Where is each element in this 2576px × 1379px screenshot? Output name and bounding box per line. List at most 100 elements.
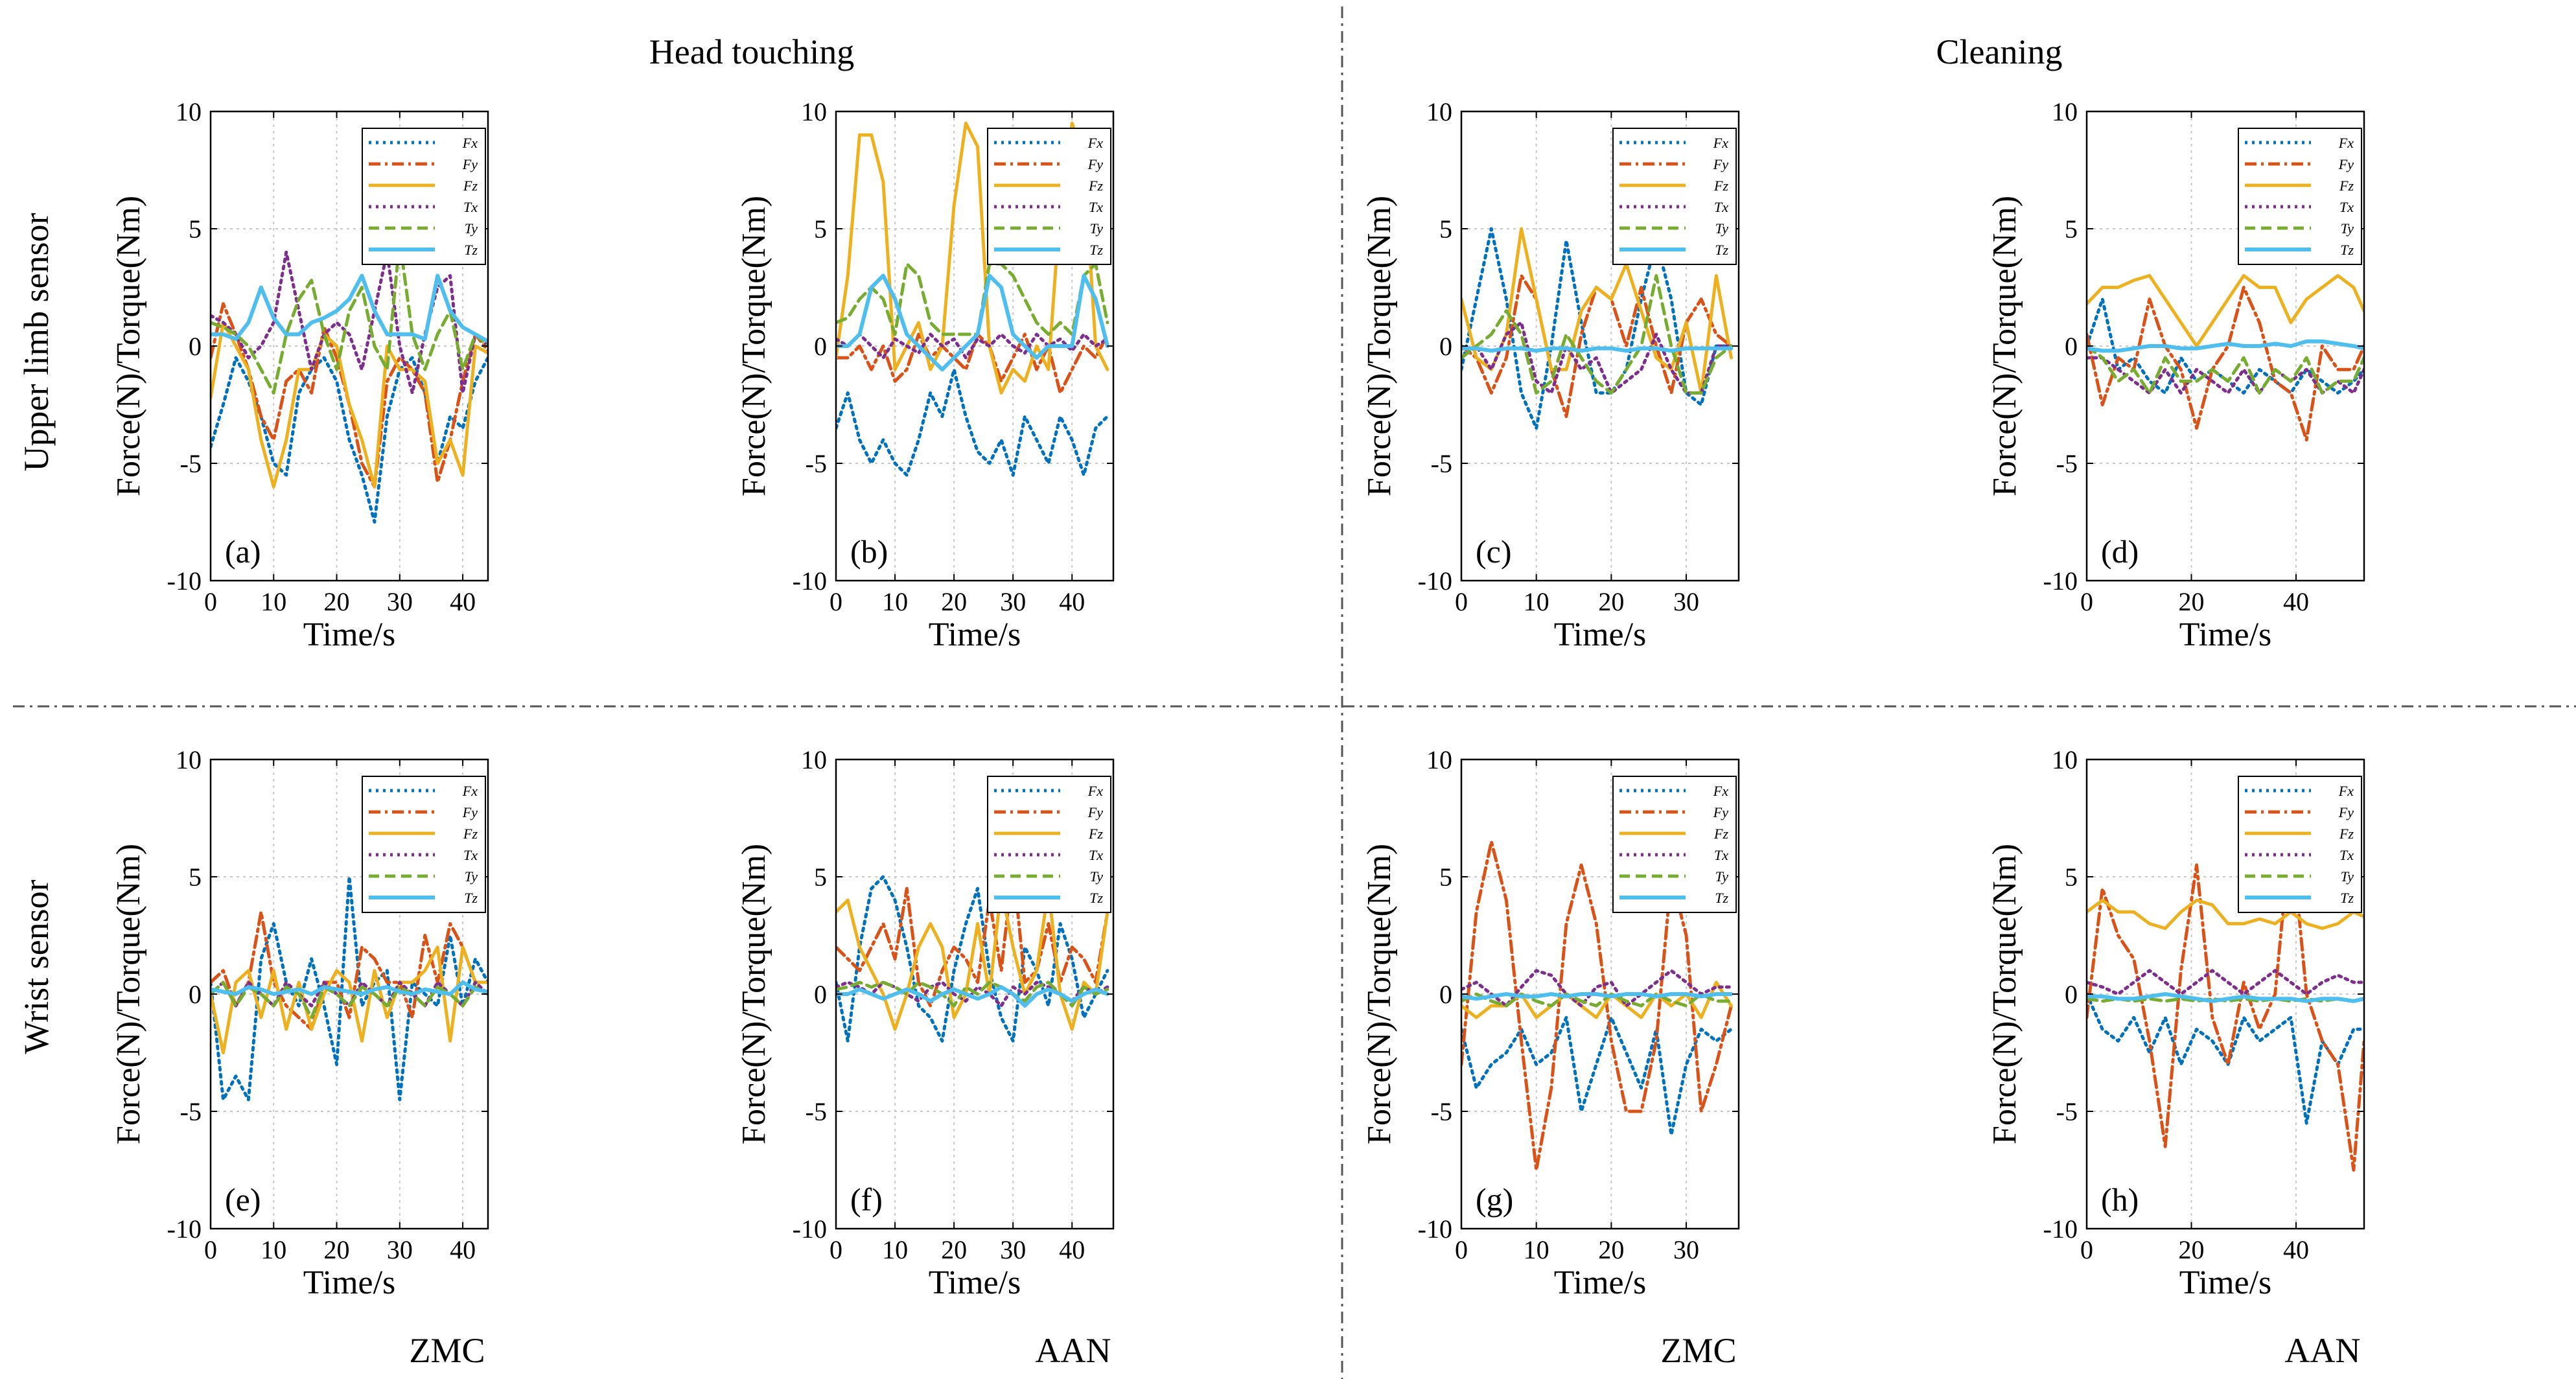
x-tick-label: 0 [830,587,842,616]
series-group [211,875,488,1102]
series-line-ty [2087,997,2364,1003]
x-tick-label: 20 [324,587,350,616]
x-tick-label: 30 [1000,1235,1026,1264]
x-tick-label: 10 [882,1235,908,1264]
legend-label-fz: Fz [1713,826,1728,842]
series-line-tz [1461,346,1734,353]
legend-label-fy: Fy [1713,804,1728,820]
series-line-tz [211,980,488,996]
y-tick-label: 10 [801,97,827,126]
legend-label-ty: Ty [1090,220,1104,237]
x-axis-label: Time/s [929,616,1021,653]
legend-label-tx: Tx [1714,847,1728,863]
x-axis-label: Time/s [929,1264,1021,1301]
legend-label-fx: Fx [1713,783,1728,799]
panel-label: (f) [850,1181,883,1218]
series-line-fy [1461,840,1733,1172]
legend-label-fx: Fx [1087,135,1103,151]
x-axis-label: Time/s [2179,616,2272,653]
legend-label-fz: Fz [1088,178,1103,194]
bottom-label-zmc-2: ZMC [1660,1331,1736,1370]
series-line-ty [211,238,488,395]
y-tick-label: 0 [189,980,202,1009]
y-tick-label: 10 [1426,745,1452,774]
legend-box [2238,776,2362,913]
x-tick-label: 10 [261,1235,286,1264]
row-label-upper-limb: Upper limb sensor [17,213,56,472]
panel-label: (g) [1476,1181,1513,1218]
x-tick-label: 10 [1524,587,1549,616]
x-tick-label: 40 [450,587,476,616]
legend-label-fz: Fz [2339,826,2354,842]
x-tick-label: 30 [1000,587,1026,616]
legend-label-tx: Tx [463,847,478,863]
y-tick-label: 5 [2065,863,2078,892]
series-line-ty [2087,344,2364,395]
series-line-fy [836,332,1109,395]
x-axis-label: Time/s [1554,1264,1647,1301]
y-tick-label: 10 [801,745,827,774]
bottom-label-zmc-1: ZMC [409,1331,485,1370]
legend-label-tx: Tx [463,199,478,215]
legend-label-tz: Tz [1715,242,1728,258]
x-tick-label: 40 [2283,1235,2309,1264]
series-line-tx [2087,969,2364,996]
y-tick-label: -5 [806,1097,827,1126]
x-tick-label: 30 [1673,587,1699,616]
x-tick-label: 0 [1455,1235,1468,1264]
y-tick-label: -10 [1418,1214,1452,1244]
series-line-fy [211,910,488,1031]
series-line-fz [211,945,488,1054]
y-tick-label: -10 [167,1214,202,1244]
y-tick-label: 5 [2065,214,2078,244]
legend-label-fy: Fy [462,156,478,172]
x-axis-label: Time/s [1554,616,1647,653]
legend-label-fx: Fx [1087,783,1103,799]
x-tick-label: 20 [1598,587,1624,616]
series-line-ty [836,262,1109,336]
chart-panel-g: 0 10 20 30-10-50510Time/sForce(N)/Torque(Nm… [1361,745,1740,1301]
row-label-wrist: Wrist sensor [17,879,56,1054]
legend-box [1612,128,1737,265]
series-line-tx [836,332,1109,360]
x-tick-label: 30 [387,1235,413,1264]
series-line-fy [2087,286,2364,442]
series-line-fz [2087,898,2364,931]
x-tick-label: 40 [450,1235,476,1264]
x-tick-label: 0 [1455,587,1468,616]
series-line-fx [2087,992,2364,1125]
legend-box [987,128,1111,265]
legend-box [362,128,486,265]
series-line-ty [211,980,488,1019]
series-line-tz [1461,992,1734,1001]
legend-label-fz: Fz [1088,826,1103,842]
y-tick-label: -5 [1431,1097,1452,1126]
x-tick-label: 20 [2179,1235,2205,1264]
column-title-cleaning: Cleaning [1936,32,2063,71]
x-tick-label: 30 [1673,1235,1699,1264]
y-tick-label: 0 [2065,332,2078,361]
x-tick-label: 10 [882,587,908,616]
x-tick-label: 20 [941,1235,967,1264]
legend-label-fy: Fy [1713,156,1728,172]
legend-label-tx: Tx [1714,199,1728,215]
x-tick-label: 20 [324,1235,350,1264]
legend-label-tz: Tz [1089,890,1103,906]
y-tick-label: -10 [1418,566,1452,596]
y-tick-label: 5 [814,214,827,244]
legend-label-tz: Tz [464,242,478,258]
legend-box [362,776,486,913]
series-line-tz [2087,339,2364,353]
y-axis-label: Force(N)/Torque(Nm) [1361,196,1398,496]
chart-panel-c: 0 10 20 30-10-50510Time/sForce(N)/Torque(Nm… [1361,97,1740,653]
y-tick-label: 0 [1439,332,1452,361]
series-line-fz [2087,273,2364,348]
legend-box [1612,776,1737,913]
legend-label-fy: Fy [2338,156,2354,172]
chart-panel-a: 0 10 20 30 40 -10 -5 0 5 10 Time/s Force(N)/Torque(… [110,97,489,653]
legend-box [987,776,1111,913]
x-tick-label: 40 [1059,1235,1085,1264]
legend-label-tx: Tx [2339,847,2354,863]
legend-label-fy: Fy [462,804,478,820]
